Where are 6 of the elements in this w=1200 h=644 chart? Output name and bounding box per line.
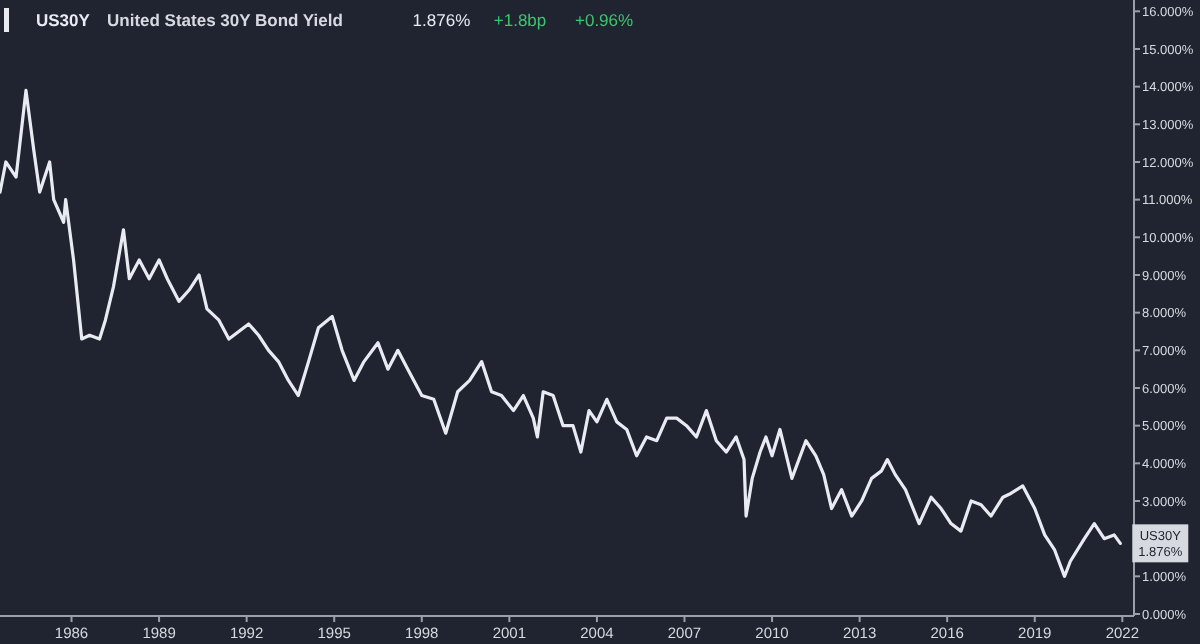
text: United States 30Y Bond Yield (107, 10, 343, 30)
line-series (0, 88, 1122, 578)
annotation: US30Y (36, 10, 91, 30)
annotation: +0.96% (575, 10, 635, 30)
annotation: +1.8bp (493, 10, 547, 30)
annotation: 1.876% (412, 10, 472, 30)
